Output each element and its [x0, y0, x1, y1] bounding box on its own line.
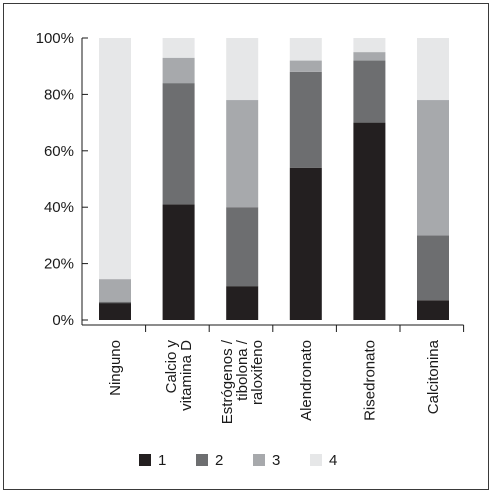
category-label: tibolona /	[234, 339, 251, 401]
legend-label-2: 2	[215, 452, 223, 469]
bar-segment-1-cat-3	[226, 286, 259, 320]
category-label: Risedronato	[361, 340, 378, 421]
bar-segment-2-cat-1	[99, 301, 131, 304]
bar-segment-3-cat-2	[162, 57, 195, 84]
category-label: raloxifeno	[249, 340, 266, 405]
bar-segment-4-cat-6	[417, 38, 449, 101]
bar-segment-1-cat-1	[99, 303, 131, 320]
bar-segment-1-cat-4	[289, 167, 322, 320]
bar-segment-4-cat-4	[289, 38, 322, 61]
bar-segment-4-cat-5	[353, 38, 386, 53]
legend-swatch-3	[253, 454, 265, 466]
y-tick-label: 60%	[44, 143, 74, 160]
bar-segment-4-cat-1	[99, 38, 131, 280]
legend-swatch-4	[310, 454, 322, 466]
bar-segment-4-cat-3	[226, 38, 259, 101]
bar-segment-3-cat-5	[353, 52, 386, 61]
legend-label-4: 4	[329, 452, 337, 469]
category-label: Alendronato	[298, 340, 315, 421]
bar-segment-2-cat-5	[353, 60, 386, 123]
y-tick-label: 0%	[52, 312, 74, 329]
bar-segment-1-cat-5	[353, 122, 386, 320]
category-label: vitamina D	[178, 340, 195, 411]
bar-segment-2-cat-2	[162, 83, 195, 205]
bar-segment-3-cat-1	[99, 279, 131, 302]
bar-segment-2-cat-4	[289, 71, 322, 168]
legend-label-1: 1	[158, 452, 166, 469]
category-label: Calcitonina	[425, 339, 442, 414]
y-tick-label: 80%	[44, 86, 74, 103]
bar-segment-3-cat-4	[289, 60, 322, 72]
category-label: Estrógenos /	[219, 339, 236, 424]
category-label: Ninguno	[107, 340, 124, 396]
bar-segment-2-cat-3	[226, 207, 259, 287]
bar-segment-2-cat-6	[417, 235, 449, 301]
y-tick-label: 20%	[44, 256, 74, 273]
category-label: Calcio y	[163, 340, 180, 394]
bar-segment-1-cat-2	[162, 204, 195, 320]
bar-segment-4-cat-2	[162, 38, 195, 58]
legend-label-3: 3	[272, 452, 280, 469]
y-tick-label: 100%	[36, 30, 74, 47]
legend-swatch-2	[196, 454, 208, 466]
bar-segment-3-cat-6	[417, 100, 449, 236]
y-tick-label: 40%	[44, 199, 74, 216]
bar-segment-1-cat-6	[417, 300, 449, 320]
legend-swatch-1	[139, 454, 151, 466]
bar-segment-3-cat-3	[226, 100, 259, 208]
